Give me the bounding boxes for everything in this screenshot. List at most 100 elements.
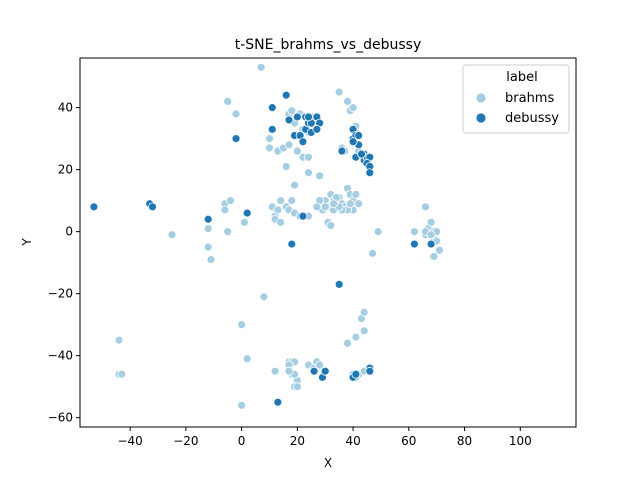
point-brahms xyxy=(240,217,249,227)
y-tick-label: −20 xyxy=(48,287,73,301)
y-tick-label: −40 xyxy=(48,349,73,363)
x-tick-label: 60 xyxy=(401,434,416,448)
point-debussy xyxy=(320,366,330,376)
y-tick-label: −60 xyxy=(48,411,73,425)
point-brahms xyxy=(334,87,344,97)
legend-label-debussy: debussy xyxy=(505,111,559,126)
point-brahms xyxy=(276,217,286,227)
legend-label-brahms: brahms xyxy=(505,91,554,106)
x-tick-label: −40 xyxy=(117,434,142,448)
point-debussy xyxy=(348,137,358,147)
point-debussy xyxy=(267,103,277,113)
point-debussy xyxy=(231,134,241,144)
y-tick-label: 40 xyxy=(58,101,73,115)
point-debussy xyxy=(89,202,99,212)
point-brahms xyxy=(203,242,213,252)
x-tick-label: 20 xyxy=(290,434,305,448)
point-brahms xyxy=(231,109,241,119)
legend-box xyxy=(462,64,570,134)
point-debussy xyxy=(409,239,419,249)
point-brahms xyxy=(220,205,230,215)
x-tick-label: −20 xyxy=(173,434,198,448)
point-debussy xyxy=(334,279,344,289)
point-brahms xyxy=(259,292,269,302)
point-brahms xyxy=(351,190,361,199)
point-brahms xyxy=(345,199,355,209)
point-brahms xyxy=(359,326,369,336)
x-axis-label: X xyxy=(324,456,332,470)
point-debussy xyxy=(304,112,313,122)
point-brahms xyxy=(421,202,430,212)
axis-ticks: −40 −20 0 20 40 60 80 100 −60 −40 −20 0 20 40 xyxy=(48,101,532,448)
point-brahms xyxy=(351,332,361,342)
point-debussy xyxy=(309,366,319,376)
x-tick-label: 40 xyxy=(345,434,360,448)
legend-title: label xyxy=(506,70,537,85)
point-brahms xyxy=(223,97,233,106)
point-brahms xyxy=(284,366,294,376)
point-debussy xyxy=(287,239,297,249)
legend-swatch-debussy xyxy=(475,112,487,124)
point-brahms xyxy=(223,227,233,237)
legend-swatch-brahms xyxy=(475,92,487,104)
point-brahms xyxy=(429,252,439,261)
point-brahms xyxy=(348,103,358,113)
point-debussy xyxy=(284,115,294,125)
point-debussy xyxy=(426,239,436,249)
point-brahms xyxy=(203,224,213,233)
point-brahms xyxy=(265,134,274,144)
point-brahms xyxy=(284,140,294,150)
point-debussy xyxy=(273,397,283,407)
point-debussy xyxy=(337,146,347,156)
point-brahms xyxy=(292,382,302,392)
point-brahms xyxy=(117,369,127,379)
point-brahms xyxy=(114,335,124,345)
point-brahms xyxy=(343,338,352,348)
point-debussy xyxy=(203,214,213,224)
point-debussy xyxy=(354,131,364,140)
legend: label brahms debussy xyxy=(462,64,570,134)
point-brahms xyxy=(315,360,325,370)
point-brahms xyxy=(273,205,283,215)
x-tick-label: 0 xyxy=(238,434,246,448)
point-brahms xyxy=(242,354,252,364)
point-brahms xyxy=(359,307,369,317)
point-brahms xyxy=(256,62,266,72)
point-brahms xyxy=(292,146,302,156)
point-brahms xyxy=(373,227,383,237)
point-brahms xyxy=(167,230,177,240)
point-brahms xyxy=(343,97,352,106)
point-brahms xyxy=(206,255,216,264)
point-brahms xyxy=(290,180,299,190)
data-points xyxy=(89,62,444,410)
point-brahms xyxy=(426,230,436,240)
point-brahms xyxy=(226,196,235,206)
x-tick-label: 100 xyxy=(509,434,532,448)
x-tick-label: 80 xyxy=(457,434,472,448)
point-brahms xyxy=(435,245,444,255)
point-brahms xyxy=(270,366,280,376)
point-brahms xyxy=(276,196,286,206)
point-debussy xyxy=(281,90,291,100)
point-brahms xyxy=(281,162,291,171)
point-brahms xyxy=(354,199,364,209)
point-debussy xyxy=(365,366,375,376)
point-debussy xyxy=(298,137,308,147)
point-brahms xyxy=(237,320,247,330)
point-debussy xyxy=(312,124,322,134)
point-brahms xyxy=(329,199,338,209)
point-brahms xyxy=(304,168,313,178)
point-debussy xyxy=(298,211,308,221)
point-brahms xyxy=(326,221,336,230)
point-debussy xyxy=(357,149,366,159)
point-brahms xyxy=(287,196,297,206)
y-axis-label: Y xyxy=(20,238,34,247)
point-brahms xyxy=(237,400,247,410)
y-tick-label: 0 xyxy=(65,225,73,239)
chart-title: t-SNE_brahms_vs_debussy xyxy=(235,37,421,53)
point-brahms xyxy=(265,143,274,153)
point-brahms xyxy=(287,106,297,116)
point-debussy xyxy=(242,208,252,218)
point-debussy xyxy=(365,168,375,178)
